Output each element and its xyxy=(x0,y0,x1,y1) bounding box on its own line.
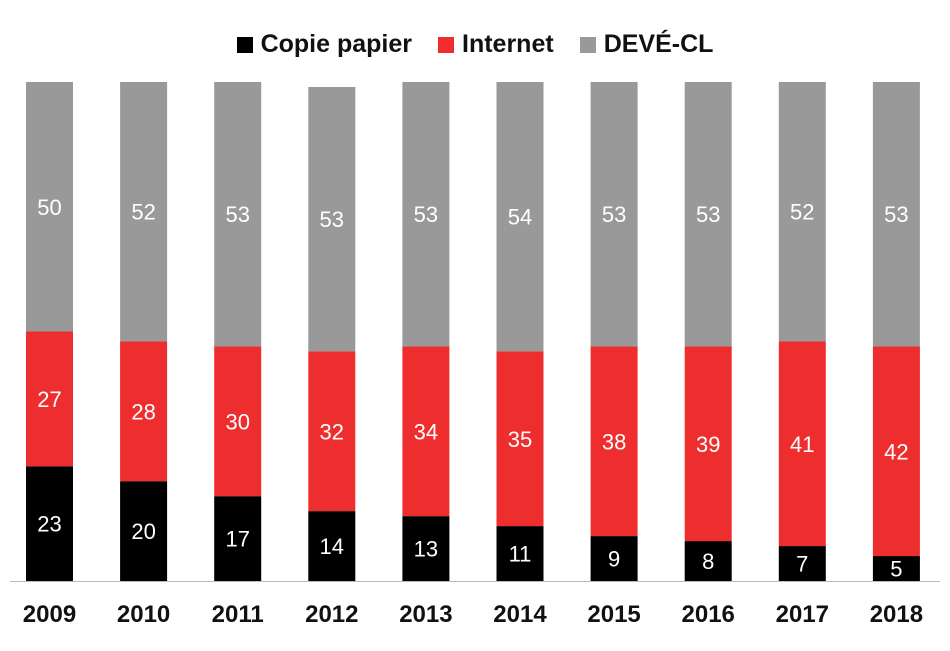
bar-segment-copie-papier-2010 xyxy=(120,481,168,581)
legend-item-copie-papier: Copie papier xyxy=(236,30,412,59)
bar-segment-internet-2017 xyxy=(778,341,826,547)
bar-segment-copie-papier-2014 xyxy=(496,526,544,581)
legend-label-copie-papier: Copie papier xyxy=(260,30,412,58)
data-label-copie-papier-2011: 17 xyxy=(225,527,249,552)
x-tick-label-2015: 2015 xyxy=(587,601,640,628)
data-label-copie-papier-2018: 5 xyxy=(890,557,902,582)
bar-segment-copie-papier-2016 xyxy=(684,541,732,581)
data-label-copie-papier-2015: 9 xyxy=(608,547,620,572)
bar-segment-dev-cl-2010 xyxy=(120,82,168,342)
bar-segment-internet-2013 xyxy=(402,346,450,517)
data-label-dev-cl-2017: 52 xyxy=(790,200,814,225)
data-label-dev-cl-2015: 53 xyxy=(602,202,626,227)
data-label-internet-2014: 35 xyxy=(508,427,532,452)
x-tick-label-2013: 2013 xyxy=(399,601,452,628)
x-tick-label-2016: 2016 xyxy=(682,601,735,628)
bar-segment-internet-2009 xyxy=(26,331,73,467)
bar-segment-copie-papier-2013 xyxy=(402,516,450,581)
legend-swatch-internet xyxy=(438,36,454,53)
bar-segment-internet-2014 xyxy=(496,351,544,527)
x-tick-label-2014: 2014 xyxy=(493,601,547,628)
x-tick-label-2010: 2010 xyxy=(117,601,170,628)
bar-segment-internet-2012 xyxy=(308,351,356,512)
x-tick-label-2017: 2017 xyxy=(776,601,829,628)
bar-segment-dev-cl-2017 xyxy=(778,82,826,342)
data-label-internet-2013: 34 xyxy=(414,419,438,444)
bar-segment-dev-cl-2011 xyxy=(214,82,262,347)
legend-swatch-copie-papier xyxy=(236,36,253,53)
legend-item-internet: Internet xyxy=(438,30,554,59)
data-label-internet-2009: 27 xyxy=(37,387,61,412)
data-label-internet-2010: 28 xyxy=(131,399,155,424)
bar-segment-dev-cl-2009 xyxy=(26,82,73,332)
data-label-copie-papier-2016: 8 xyxy=(702,549,714,574)
bar-segment-internet-2018 xyxy=(872,346,920,557)
data-label-copie-papier-2010: 20 xyxy=(131,519,155,544)
bar-segment-dev-cl-2014 xyxy=(496,82,544,352)
data-label-internet-2011: 30 xyxy=(225,409,249,434)
data-label-dev-cl-2018: 53 xyxy=(884,202,908,227)
data-label-dev-cl-2014: 54 xyxy=(508,205,532,230)
data-label-internet-2012: 32 xyxy=(320,419,344,444)
bar-segment-dev-cl-2013 xyxy=(402,82,450,347)
data-label-internet-2016: 39 xyxy=(696,432,720,457)
legend: Copie papier Internet DEVÉ-CL xyxy=(0,30,950,59)
bar-segment-copie-papier-2018 xyxy=(872,556,920,581)
data-label-internet-2015: 38 xyxy=(602,429,626,454)
data-label-copie-papier-2014: 11 xyxy=(509,542,532,567)
bar-segment-copie-papier-2015 xyxy=(590,536,638,581)
x-tick-label-2009: 2009 xyxy=(23,601,76,628)
data-label-copie-papier-2009: 23 xyxy=(37,512,61,537)
bar-segment-copie-papier-2012 xyxy=(308,511,356,581)
data-label-dev-cl-2009: 50 xyxy=(37,195,61,220)
legend-label-deve-cl: DEVÉ-CL xyxy=(603,30,714,58)
x-tick-label-2018: 2018 xyxy=(870,601,923,628)
bar-segment-internet-2010 xyxy=(120,341,168,482)
bar-segment-dev-cl-2012 xyxy=(308,86,356,352)
x-tick-label-2012: 2012 xyxy=(305,601,358,628)
bar-segment-internet-2011 xyxy=(214,346,262,497)
data-label-dev-cl-2016: 53 xyxy=(696,202,720,227)
x-tick-label-2011: 2011 xyxy=(212,601,264,628)
legend-swatch-deve-cl xyxy=(579,36,596,53)
data-label-copie-papier-2012: 14 xyxy=(320,534,344,559)
data-label-internet-2018: 42 xyxy=(884,439,908,464)
data-label-copie-papier-2017: 7 xyxy=(796,552,808,577)
bar-segment-copie-papier-2017 xyxy=(778,546,826,581)
data-label-copie-papier-2013: 13 xyxy=(414,537,438,562)
bar-segment-internet-2016 xyxy=(684,346,732,542)
data-label-dev-cl-2013: 53 xyxy=(414,202,438,227)
bar-segment-copie-papier-2011 xyxy=(214,496,262,581)
bar-segment-dev-cl-2015 xyxy=(590,82,638,347)
data-label-dev-cl-2010: 52 xyxy=(131,200,155,225)
bar-segment-copie-papier-2009 xyxy=(26,466,73,581)
bar-segment-dev-cl-2016 xyxy=(684,82,732,347)
data-label-dev-cl-2011: 53 xyxy=(225,202,249,227)
legend-label-internet: Internet xyxy=(462,30,554,58)
legend-item-deve-cl: DEVÉ-CL xyxy=(579,30,714,59)
bar-segment-internet-2015 xyxy=(590,346,638,537)
data-label-internet-2017: 41 xyxy=(790,432,814,457)
bar-segment-dev-cl-2018 xyxy=(872,82,920,347)
data-label-dev-cl-2012: 53 xyxy=(320,207,344,232)
